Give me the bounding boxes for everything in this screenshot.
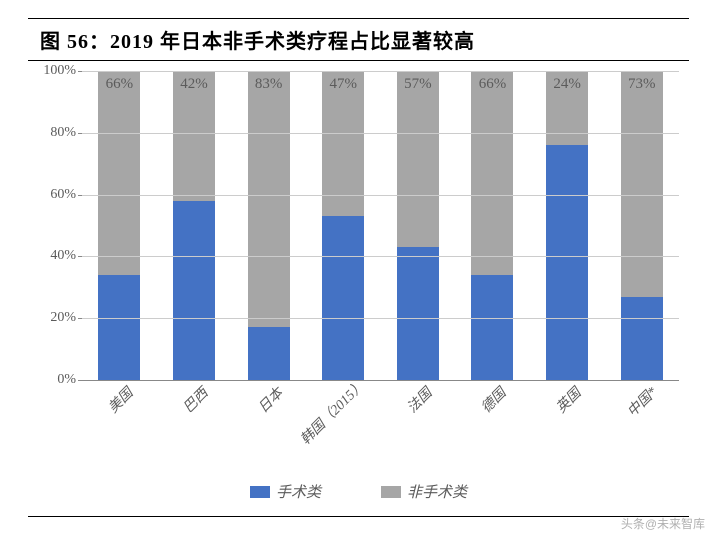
y-tick-label: 100% <box>32 63 76 79</box>
x-axis-labels: 美国巴西日本韩国（2015） 法国德国英国中国* <box>82 381 679 441</box>
bar-column: 47% <box>322 71 364 380</box>
bar-column: 57% <box>397 71 439 380</box>
x-tick-label: 美国 <box>98 381 140 441</box>
title-rule-box: 图 56：2019 年日本非手术类疗程占比显著较高 <box>28 18 689 61</box>
value-label: 42% <box>180 76 208 93</box>
legend-label-nonsurgical: 非手术类 <box>407 481 467 502</box>
gridline <box>82 195 679 196</box>
x-tick-label: 中国* <box>621 381 663 441</box>
y-tick-label: 0% <box>32 372 76 388</box>
value-label: 24% <box>553 76 581 93</box>
legend-item-surgical: 手术类 <box>250 481 321 502</box>
bottom-rule <box>28 516 689 517</box>
bar-segment-surgical <box>98 275 140 380</box>
bar-segment-nonsurgical <box>397 71 439 247</box>
bar-segment-surgical <box>621 297 663 380</box>
bar-segment-nonsurgical <box>248 71 290 327</box>
y-tick-label: 80% <box>32 125 76 141</box>
bar-segment-surgical <box>173 201 215 380</box>
bar-segment-surgical <box>322 216 364 380</box>
value-label: 73% <box>628 76 656 93</box>
legend-swatch-nonsurgical <box>381 486 401 498</box>
plot-area: 66%42%83%47%57%66%24%73% 0%20%40%60%80%1… <box>82 71 679 381</box>
y-tick-mark <box>78 133 82 134</box>
chart-title: 图 56：2019 年日本非手术类疗程占比显著较高 <box>28 25 689 54</box>
bar-column: 83% <box>248 71 290 380</box>
x-tick-label: 韩国（2015） <box>322 381 364 441</box>
bar-column: 66% <box>471 71 513 380</box>
bar-segment-surgical <box>471 275 513 380</box>
bar-column: 42% <box>173 71 215 380</box>
watermark: 头条@未来智库 <box>621 515 705 532</box>
bar-column: 66% <box>98 71 140 380</box>
y-tick-label: 60% <box>32 187 76 203</box>
bar-column: 73% <box>621 71 663 380</box>
bar-segment-nonsurgical <box>621 71 663 297</box>
value-label: 66% <box>106 76 134 93</box>
bar-segment-nonsurgical <box>471 71 513 275</box>
y-tick-mark <box>78 318 82 319</box>
legend: 手术类 非手术类 <box>28 481 689 502</box>
bar-column: 24% <box>546 71 588 380</box>
legend-item-nonsurgical: 非手术类 <box>381 481 467 502</box>
value-label: 47% <box>329 76 357 93</box>
x-tick-label: 巴西 <box>173 381 215 441</box>
y-tick-mark <box>78 71 82 72</box>
bars-container: 66% 42% 83% 47% 57% 66% 24% 73% <box>82 71 679 380</box>
bar-segment-surgical <box>397 247 439 380</box>
y-tick-label: 20% <box>32 310 76 326</box>
chart-area: 66%42%83%47%57%66%24%73% 0%20%40%60%80%1… <box>82 71 679 441</box>
gridline <box>82 133 679 134</box>
y-tick-mark <box>78 256 82 257</box>
bar-segment-surgical <box>248 327 290 380</box>
legend-label-surgical: 手术类 <box>276 481 321 502</box>
x-tick-label: 德国 <box>471 381 513 441</box>
gridline <box>82 256 679 257</box>
y-tick-mark <box>78 195 82 196</box>
legend-swatch-surgical <box>250 486 270 498</box>
value-label: 66% <box>479 76 507 93</box>
value-label: 83% <box>255 76 283 93</box>
x-tick-label: 英国 <box>546 381 588 441</box>
y-tick-label: 40% <box>32 248 76 264</box>
x-tick-label: 日本 <box>248 381 290 441</box>
value-label: 57% <box>404 76 432 93</box>
bar-segment-surgical <box>546 145 588 380</box>
bar-segment-nonsurgical <box>98 71 140 275</box>
x-tick-label: 法国 <box>397 381 439 441</box>
gridline <box>82 318 679 319</box>
gridline <box>82 71 679 72</box>
